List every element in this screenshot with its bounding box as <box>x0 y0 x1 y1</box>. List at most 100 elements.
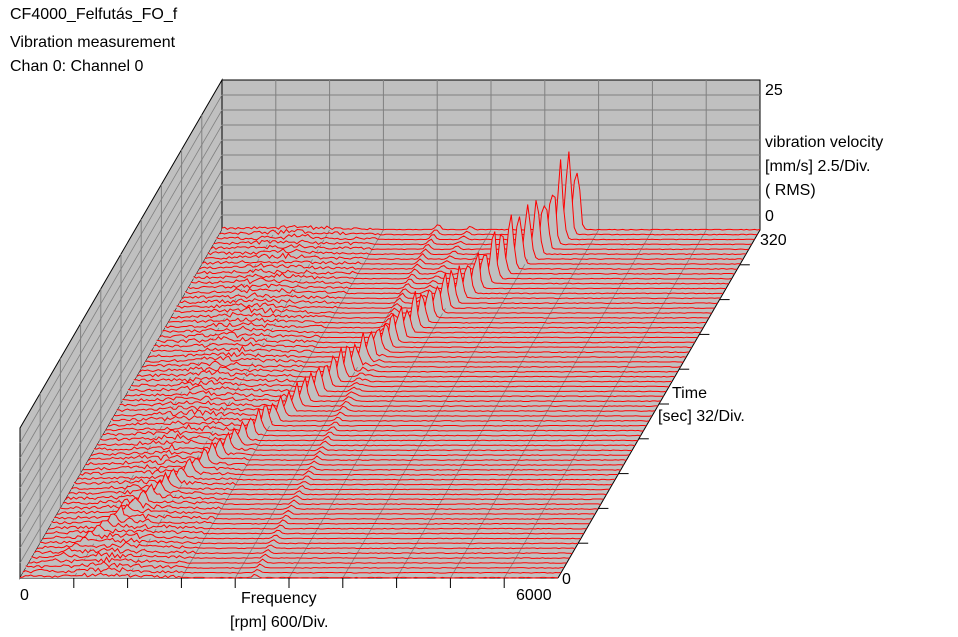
trace-fill <box>130 365 669 387</box>
trace-fill <box>165 291 704 329</box>
channel-label: Chan 0: Channel 0 <box>10 58 144 75</box>
trace-fill <box>79 458 618 476</box>
z-axis-title: vibration velocity <box>765 134 884 151</box>
spectrum-trace <box>162 308 701 334</box>
spectrum-trace <box>22 567 561 574</box>
spectrum-trace <box>204 204 744 260</box>
spectrum-trace <box>39 536 579 545</box>
trace-fill <box>82 458 621 471</box>
trace-fill <box>59 497 598 510</box>
trace-fill <box>31 552 570 559</box>
spectrum-trace <box>59 496 598 510</box>
time-axis-unit: [sec] 32/Div. <box>658 408 745 425</box>
trace-fill <box>45 525 584 534</box>
spectrum-trace <box>62 489 601 506</box>
freq-axis-max-label: 6000 <box>516 587 552 604</box>
spectrum-trace <box>110 402 650 422</box>
trace-fill <box>185 265 724 294</box>
trace-fill <box>102 418 641 436</box>
spectrum-trace <box>173 285 712 314</box>
spectrum-trace <box>176 272 715 309</box>
spectrum-trace <box>221 172 761 231</box>
z-axis-detector: ( RMS) <box>765 182 816 199</box>
chart-title: CF4000_Felfutás_FO_f <box>10 6 178 23</box>
spectrum-trace <box>19 572 558 579</box>
spectrum-trace <box>139 345 678 373</box>
spectrum-trace <box>42 530 581 540</box>
spectrum-trace <box>116 389 655 412</box>
spectrum-trace <box>153 322 692 349</box>
time-axis-max-label: 320 <box>760 232 787 249</box>
spectrum-trace <box>54 503 593 520</box>
spectrum-trace <box>219 151 758 236</box>
spectrum-trace <box>179 270 718 305</box>
spectrum-trace <box>56 503 596 515</box>
spectrum-trace <box>136 347 675 378</box>
spectrum-trace <box>113 394 653 417</box>
time-axis-min-label: 0 <box>562 571 571 588</box>
time-axis-line <box>557 229 761 579</box>
trace-fill <box>116 391 655 412</box>
spectrum-trace <box>88 440 627 461</box>
trace-fill <box>142 344 681 368</box>
spectrum-trace <box>28 556 567 564</box>
z-axis-unit: [mm/s] 2.5/Div. <box>765 158 871 175</box>
spectrum-trace <box>102 417 641 437</box>
spectrum-trace <box>207 200 746 256</box>
trace-fill <box>37 542 576 549</box>
spectrum-trace <box>82 457 621 471</box>
chart-subtitle: Vibration measurement <box>10 34 176 51</box>
spectrum-trace <box>122 375 661 403</box>
spectrum-trace <box>48 520 587 530</box>
spectrum-trace <box>33 547 573 555</box>
spectrum-trace <box>147 330 687 359</box>
trace-fill <box>76 468 615 480</box>
trace-fill <box>170 290 709 319</box>
trace-fill <box>136 347 675 378</box>
spectrum-trace <box>213 194 752 246</box>
spectrum-trace <box>119 382 658 408</box>
trace-fill <box>25 561 564 569</box>
z-axis-min-label: 0 <box>765 208 774 225</box>
spectrum-trace <box>108 405 647 427</box>
freq-axis-title: Frequency <box>241 590 317 607</box>
trace-fill <box>122 377 661 402</box>
spectrum-trace <box>31 551 570 559</box>
trace-fill <box>74 469 613 485</box>
trace-fill <box>108 406 647 427</box>
trace-fill <box>93 432 633 451</box>
trace-fill <box>113 395 652 417</box>
spectrum-trace <box>79 457 618 476</box>
spectrum-trace <box>68 480 607 496</box>
spectrum-trace <box>85 447 624 466</box>
trace-fill <box>187 252 726 289</box>
spectrum-trace <box>51 513 590 525</box>
trace-fill <box>42 531 581 539</box>
trace-fill <box>91 439 630 456</box>
spectrum-trace <box>90 437 630 457</box>
trace-fill <box>39 537 578 544</box>
trace-fill <box>54 504 593 520</box>
spectrum-trace <box>130 364 669 388</box>
spectrum-trace <box>150 328 689 354</box>
spectrum-trace <box>142 342 681 368</box>
spectrum-trace <box>164 290 704 329</box>
spectrum-trace <box>156 312 695 344</box>
trace-fill <box>156 314 695 343</box>
spectrum-trace <box>216 159 755 241</box>
trace-fill <box>176 272 715 309</box>
spectrum-trace <box>159 305 698 339</box>
trace-fill <box>20 573 558 578</box>
spectrum-trace <box>170 289 709 319</box>
spectrum-trace <box>133 354 672 383</box>
spectrum-trace <box>25 561 564 569</box>
spectrum-trace <box>210 205 749 251</box>
spectrum-trace <box>65 483 604 501</box>
trace-fill <box>65 484 604 500</box>
spectrum-trace <box>96 427 635 447</box>
trace-fill <box>85 448 624 466</box>
trace-fill <box>145 332 684 363</box>
spectrum-trace <box>127 366 667 393</box>
time-axis-title: Time <box>672 385 707 402</box>
